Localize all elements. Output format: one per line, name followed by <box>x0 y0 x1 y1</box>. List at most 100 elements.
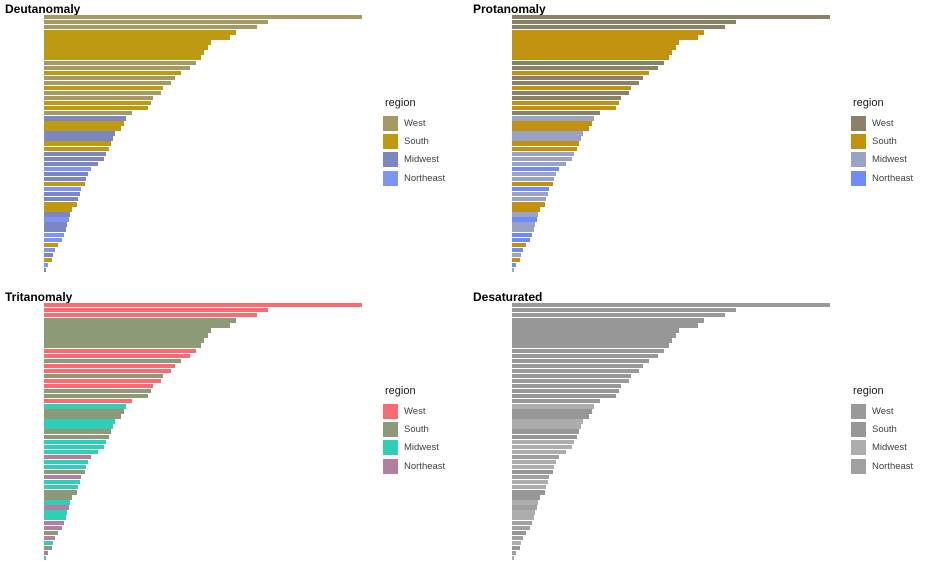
legend-swatch <box>851 422 866 438</box>
bar-west <box>44 90 161 96</box>
bar-south <box>44 70 181 75</box>
bar-midwest <box>512 555 514 561</box>
legend-label: South <box>404 424 429 436</box>
bar-south <box>44 50 204 55</box>
bar-west <box>512 308 736 313</box>
bar-northeast <box>512 166 559 172</box>
bar-west <box>512 348 664 353</box>
bar-west <box>512 60 664 65</box>
legend-entry: West <box>383 116 445 131</box>
bar-south <box>44 30 236 35</box>
bar-northeast <box>512 550 516 556</box>
bar-midwest <box>44 464 86 470</box>
bar-south <box>44 328 211 333</box>
bar-west <box>44 15 362 20</box>
legend-title: region <box>385 97 416 109</box>
legend-entry: West <box>383 404 445 419</box>
bar-south <box>512 85 631 91</box>
bar-midwest <box>44 485 78 490</box>
bar-northeast <box>44 232 64 237</box>
legend-swatch <box>383 404 398 419</box>
bar-south <box>512 121 592 126</box>
bar-west <box>512 20 736 25</box>
bar-south <box>512 202 545 207</box>
bar-south <box>512 323 698 328</box>
bar-midwest <box>44 267 46 273</box>
bar-midwest <box>512 156 572 161</box>
bar-midwest <box>512 171 556 177</box>
bar-midwest <box>512 212 538 217</box>
bar-northeast <box>512 217 537 222</box>
bar-south <box>512 30 704 35</box>
bar-south <box>44 338 204 343</box>
bar-midwest <box>44 222 67 227</box>
bar-south <box>512 181 553 187</box>
legend-entry: South <box>851 422 913 438</box>
bar-northeast <box>44 475 81 480</box>
panel-desaturated: Desaturated region West South Midwest No… <box>468 288 936 576</box>
bar-south <box>512 414 589 419</box>
bar-west <box>512 90 629 96</box>
legend-entry: South <box>383 134 445 150</box>
bar-south <box>512 469 553 475</box>
bar-south <box>44 101 151 106</box>
legend-label: West <box>404 118 426 129</box>
bar-midwest <box>44 515 66 520</box>
legend-entry: Midwest <box>383 152 445 168</box>
legend-entry: Northeast <box>851 458 913 474</box>
bar-west <box>512 378 629 384</box>
bar-midwest <box>512 161 566 167</box>
bar-south <box>512 70 649 75</box>
bar-northeast <box>44 187 81 192</box>
bar-northeast <box>44 525 62 530</box>
legend-label: South <box>404 136 429 148</box>
bar-midwest <box>512 439 574 444</box>
bar-south <box>512 358 649 363</box>
bar-northeast <box>44 166 91 172</box>
bar-midwest <box>44 116 126 121</box>
bar-northeast <box>44 237 62 242</box>
legend-entry: Midwest <box>851 152 913 168</box>
bar-midwest <box>512 459 556 465</box>
bar-south <box>44 414 121 419</box>
bar-midwest <box>512 404 594 409</box>
bar-midwest <box>44 212 70 217</box>
bar-west <box>512 303 830 308</box>
bar-midwest <box>512 419 583 424</box>
bar-south <box>44 35 230 40</box>
bar-south <box>512 242 526 247</box>
bar-midwest <box>44 419 115 424</box>
bar-south <box>512 409 592 414</box>
legend-title: region <box>853 385 884 397</box>
bar-south <box>512 495 540 500</box>
bar-south <box>512 338 672 343</box>
bar-south <box>44 85 163 91</box>
legend-title: region <box>853 97 884 109</box>
bar-midwest <box>512 151 574 156</box>
bar-south <box>44 141 111 146</box>
bar-northeast <box>44 247 55 253</box>
legend-swatch <box>851 134 866 150</box>
bar-south <box>512 318 704 323</box>
bar-west <box>512 353 658 358</box>
legend: region West South Midwest Northeast <box>851 385 913 477</box>
bar-midwest <box>44 192 80 197</box>
bar-midwest <box>512 449 566 455</box>
bar-northeast <box>512 454 559 460</box>
bar-west <box>44 308 268 313</box>
bar-south <box>512 101 619 106</box>
bar-south <box>512 429 579 434</box>
legend-label: Northeast <box>404 172 446 184</box>
bar-west <box>44 303 362 308</box>
bar-west <box>512 75 643 81</box>
bar-west <box>44 75 175 81</box>
legend-label: Northeast <box>404 460 446 472</box>
bar-west <box>44 60 196 65</box>
bar-midwest <box>44 161 98 167</box>
bar-west <box>512 363 643 369</box>
bar-midwest <box>44 439 106 444</box>
bar-midwest <box>44 449 98 455</box>
legend-swatch <box>851 404 866 419</box>
bar-midwest <box>44 131 115 136</box>
